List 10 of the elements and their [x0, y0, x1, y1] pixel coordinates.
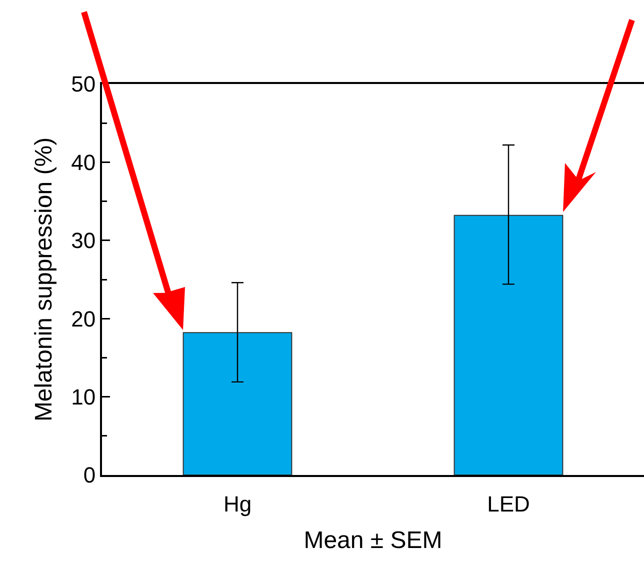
- x-tick-label: LED: [487, 491, 530, 516]
- y-tick-label: 30: [71, 228, 96, 254]
- y-axis-title: Melatonin suppression (%): [30, 137, 58, 422]
- y-tick-label: 20: [71, 306, 96, 332]
- y-tick-label: 40: [71, 150, 96, 175]
- y-tick-label: 0: [83, 462, 96, 488]
- x-tick-label: Hg: [223, 491, 252, 516]
- y-tick-label: 50: [71, 72, 96, 97]
- x-axis-title: Mean ± SEM: [304, 527, 442, 554]
- y-tick-label: 10: [71, 384, 96, 410]
